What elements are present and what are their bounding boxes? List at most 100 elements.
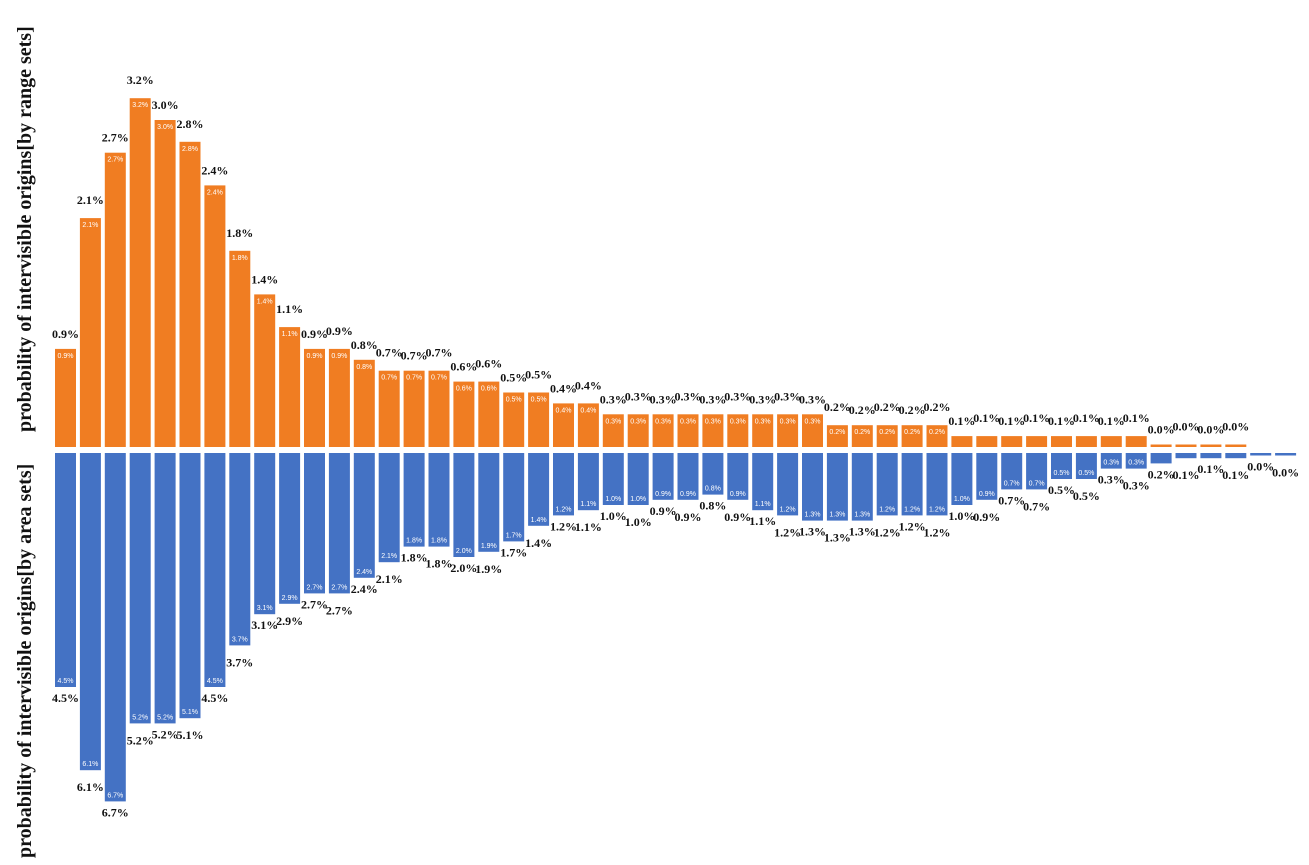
bar-range-label-42: 0.1%: [1098, 414, 1125, 428]
bar-range-label-6: 2.4%: [201, 163, 228, 177]
bar-area-16: [453, 453, 475, 557]
bar-area-15: [428, 453, 450, 547]
bar-area-inner-label-14: 1.8%: [406, 538, 422, 545]
bar-area-27: [727, 453, 749, 500]
bar-range-label-35: 0.2%: [924, 400, 951, 414]
bar-area-label-28: 1.1%: [749, 514, 776, 528]
bar-area-label-40: 0.5%: [1048, 483, 1075, 497]
bar-range-label-43: 0.1%: [1123, 411, 1150, 425]
bar-range-label-15: 0.7%: [426, 346, 453, 360]
bar-range-6: [204, 185, 226, 447]
bar-range-label-46: 0.0%: [1197, 423, 1224, 437]
bar-area-inner-label-41: 0.5%: [1078, 470, 1094, 477]
bar-range-30: [802, 414, 823, 447]
bar-area-inner-label-15: 1.8%: [431, 538, 447, 545]
bar-area-label-8: 3.1%: [251, 618, 278, 632]
bar-area-label-49: 0.0%: [1272, 466, 1299, 480]
bar-area-label-33: 1.2%: [874, 525, 901, 539]
bar-area-inner-label-35: 1.2%: [929, 506, 945, 513]
bar-area-48: [1250, 453, 1272, 456]
bar-range-inner-label-21: 0.4%: [580, 407, 596, 414]
bar-area-14: [403, 453, 425, 547]
bar-range-15: [428, 370, 450, 447]
bar-range-inner-label-10: 0.9%: [307, 353, 323, 360]
bar-area-inner-label-32: 1.3%: [854, 512, 870, 519]
bar-range-inner-label-3: 3.2%: [132, 102, 148, 109]
bar-area-label-42: 0.3%: [1098, 473, 1125, 487]
bar-area-0: [55, 453, 76, 687]
bar-area-label-38: 0.7%: [998, 493, 1025, 507]
bar-area-inner-label-27: 0.9%: [730, 491, 746, 498]
bar-range-42: [1100, 436, 1122, 447]
bar-range-inner-label-8: 1.4%: [257, 298, 273, 305]
bar-range-inner-label-26: 0.3%: [705, 418, 721, 425]
bar-range-label-29: 0.3%: [774, 389, 801, 403]
bar-area-inner-label-5: 5.1%: [182, 709, 198, 716]
bar-area-24: [652, 453, 674, 500]
bar-range-0: [55, 348, 76, 447]
bar-range-inner-label-18: 0.5%: [506, 397, 522, 404]
bar-range-20: [553, 403, 574, 447]
bar-area-3: [129, 453, 151, 724]
bar-range-33: [876, 425, 898, 447]
bar-area-inner-label-13: 2.1%: [381, 553, 397, 560]
bar-range-inner-label-28: 0.3%: [755, 418, 771, 425]
bar-range-3: [129, 98, 151, 447]
bar-range-label-33: 0.2%: [874, 400, 901, 414]
bar-area-label-47: 0.1%: [1222, 468, 1249, 482]
bar-range-27: [727, 414, 749, 447]
bar-range-5: [179, 141, 201, 448]
bar-area-inner-label-4: 5.2%: [157, 714, 173, 721]
bar-area-inner-label-11: 2.7%: [331, 584, 347, 591]
bar-range-inner-label-1: 2.1%: [82, 222, 98, 229]
bar-area-label-36: 1.0%: [948, 509, 975, 523]
bar-area-label-37: 0.9%: [973, 510, 1000, 524]
bar-range-25: [677, 414, 699, 447]
bar-area-label-5: 5.1%: [177, 728, 204, 742]
bar-area-inner-label-20: 1.2%: [556, 506, 572, 513]
bar-range-label-14: 0.7%: [401, 349, 428, 363]
bar-area-inner-label-23: 1.0%: [630, 496, 646, 503]
y-axis-label-bottom: probability of intervisible origins[by a…: [14, 463, 36, 858]
bar-area-label-25: 0.9%: [675, 510, 702, 524]
bar-area-label-10: 2.7%: [301, 597, 328, 611]
bar-range-inner-label-35: 0.2%: [929, 429, 945, 436]
bar-area-inner-label-8: 3.1%: [257, 605, 273, 612]
bar-range-43: [1125, 436, 1147, 447]
bar-area-1: [79, 453, 101, 771]
bar-area-label-23: 1.0%: [625, 515, 652, 529]
bar-range-22: [602, 414, 624, 447]
bar-area-20: [553, 453, 574, 516]
bar-area-45: [1175, 453, 1197, 459]
bar-area-inner-label-21: 1.1%: [580, 501, 596, 508]
bar-area-12: [353, 453, 375, 578]
bar-range-label-19: 0.5%: [525, 368, 552, 382]
bar-range-inner-label-30: 0.3%: [805, 418, 821, 425]
bar-area-label-48: 0.0%: [1247, 460, 1274, 474]
bar-range-label-18: 0.5%: [500, 371, 527, 385]
bar-range-inner-label-19: 0.5%: [531, 397, 547, 404]
bar-range-inner-label-7: 1.8%: [232, 255, 248, 262]
bar-range-2: [104, 152, 126, 447]
bar-range-label-25: 0.3%: [675, 389, 702, 403]
bar-area-label-46: 0.1%: [1197, 462, 1224, 476]
bar-area-label-32: 1.3%: [849, 525, 876, 539]
bar-range-19: [528, 392, 550, 447]
bar-range-label-27: 0.3%: [724, 389, 751, 403]
bar-range-inner-label-0: 0.9%: [58, 353, 74, 360]
bar-area-44: [1150, 453, 1172, 464]
bar-area-label-17: 1.9%: [475, 562, 502, 576]
bar-range-44: [1150, 444, 1172, 447]
bar-range-label-24: 0.3%: [650, 392, 677, 406]
bar-area-inner-label-6: 4.5%: [207, 678, 223, 685]
bar-range-inner-label-23: 0.3%: [630, 418, 646, 425]
bar-area-28: [752, 453, 774, 511]
bar-range-inner-label-13: 0.7%: [381, 375, 397, 382]
bar-area-9: [279, 453, 301, 604]
bar-area-inner-label-16: 2.0%: [456, 548, 472, 555]
bar-area-inner-label-40: 0.5%: [1054, 470, 1070, 477]
bar-area-34: [901, 453, 923, 516]
bar-range-inner-label-27: 0.3%: [730, 418, 746, 425]
bar-range-inner-label-24: 0.3%: [655, 418, 671, 425]
bar-area-inner-label-19: 1.4%: [531, 517, 547, 524]
